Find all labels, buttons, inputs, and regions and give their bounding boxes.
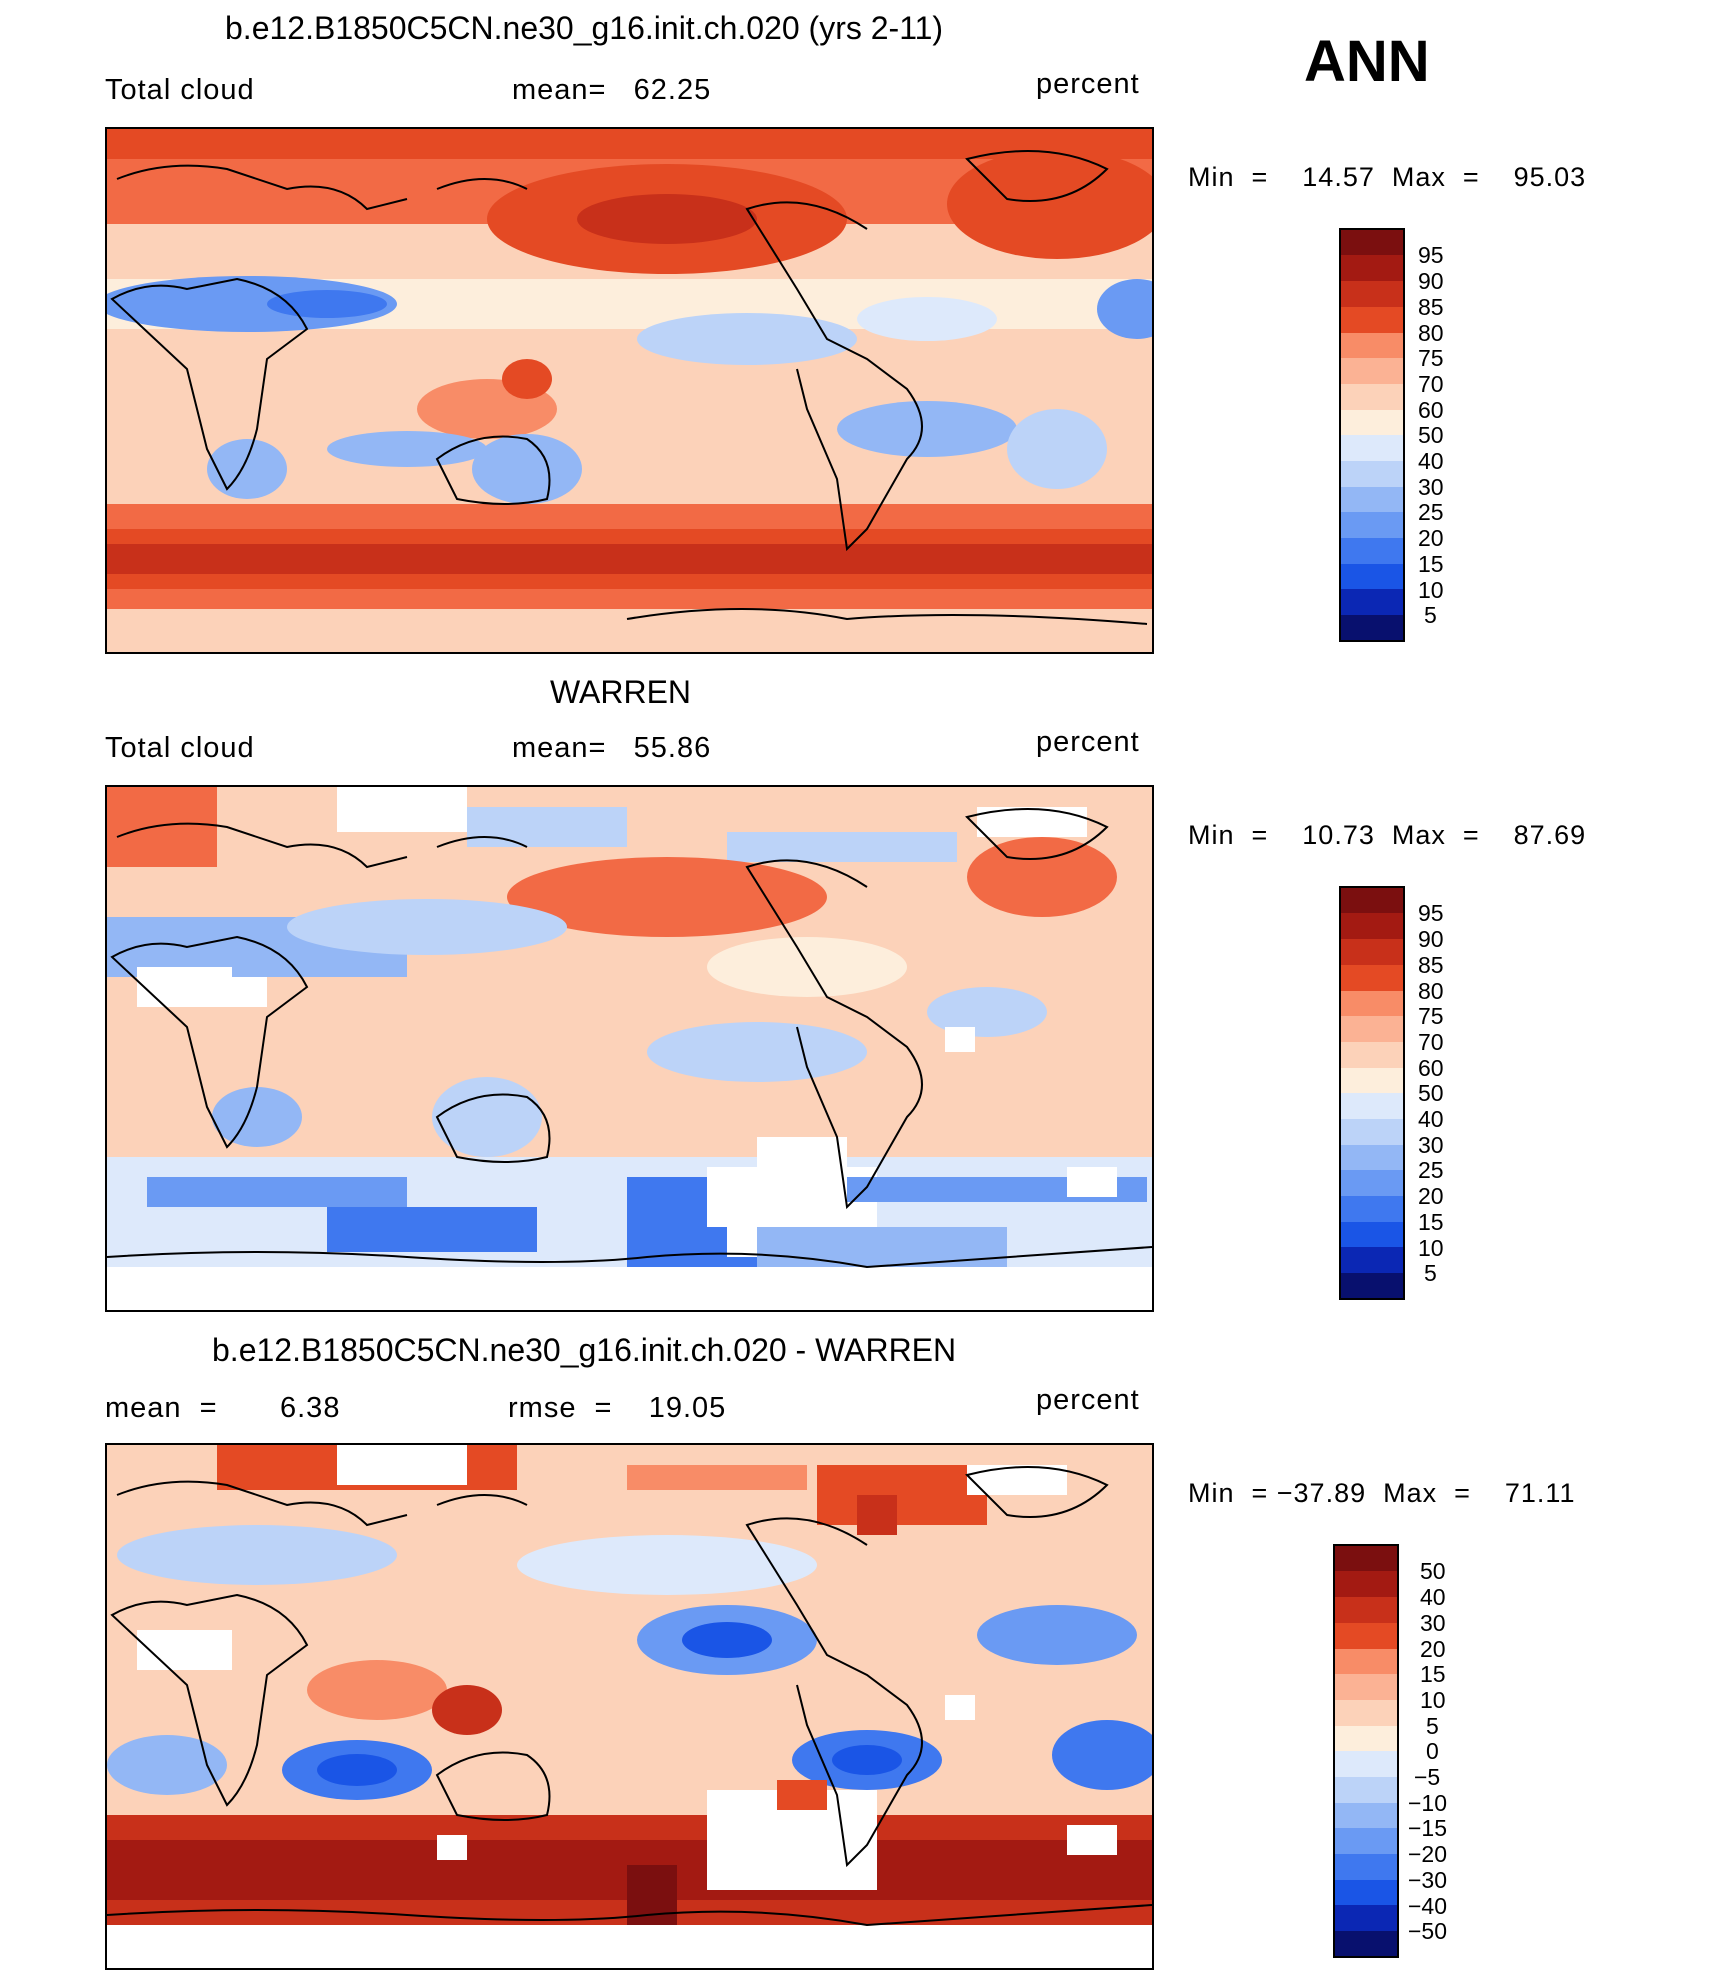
panel-3-mean-value: 6.38: [280, 1392, 341, 1424]
panel-3-colorbar-tick: 20: [1420, 1636, 1446, 1662]
panel-1-colorbar-tick: 80: [1418, 320, 1444, 346]
panel-1-min-max: Min = 14.57 Max = 95.03: [1188, 162, 1587, 192]
panel-2-mean: mean= 55.86: [512, 732, 712, 764]
panel-3-colorbar-tick: −20: [1408, 1841, 1448, 1867]
panel-2-colorbar: [1339, 886, 1405, 1300]
panel-2-colorbar-tick: 80: [1418, 978, 1444, 1004]
season-label: ANN: [1304, 29, 1430, 94]
panel-2-units: percent: [1036, 726, 1140, 758]
panel-1-colorbar: [1339, 228, 1405, 642]
panel-2-colorbar-tick: 20: [1418, 1183, 1444, 1209]
panel-1-colorbar-tick: 20: [1418, 525, 1444, 551]
panel-1-colorbar-tick: 60: [1418, 397, 1444, 423]
panel-1-variable-label: Total cloud: [105, 74, 255, 106]
panel-1-colorbar-tick: 5: [1424, 602, 1437, 628]
panel-2-colorbar-tick: 85: [1418, 952, 1444, 978]
panel-2-colorbar-tick: 5: [1424, 1260, 1437, 1286]
panel-3-colorbar-tick: −50: [1408, 1918, 1448, 1944]
panel-2-colorbar-tick: 75: [1418, 1003, 1444, 1029]
panel-1-colorbar-tick: 50: [1418, 422, 1444, 448]
panel-2-min-max: Min = 10.73 Max = 87.69: [1188, 820, 1587, 850]
panel-1-colorbar-tick: 10: [1418, 577, 1444, 603]
panel-2-colorbar-tick: 60: [1418, 1055, 1444, 1081]
panel-3-colorbar-tick: 10: [1420, 1687, 1446, 1713]
panel-2-colorbar-tick: 25: [1418, 1157, 1444, 1183]
panel-1-colorbar-tick: 95: [1418, 242, 1444, 268]
panel-1-title: b.e12.B1850C5CN.ne30_g16.init.ch.020 (yr…: [225, 10, 944, 46]
difference-field: [107, 1445, 1152, 1968]
panel-1-colorbar-tick: 90: [1418, 268, 1444, 294]
panel-2-variable-label: Total cloud: [105, 732, 255, 764]
panel-2-colorbar-tick: 50: [1418, 1080, 1444, 1106]
obs-total-cloud-field: [107, 787, 1152, 1310]
difference-map: [105, 1443, 1154, 1970]
panel-1-colorbar-tick: 30: [1418, 474, 1444, 500]
panel-1-colorbar-tick: 85: [1418, 294, 1444, 320]
panel-3-colorbar-tick: −30: [1408, 1867, 1448, 1893]
panel-3-colorbar-tick: 5: [1426, 1713, 1439, 1739]
panel-1-colorbar-tick: 15: [1418, 551, 1444, 577]
obs-total-cloud-map: [105, 785, 1154, 1312]
panel-3-colorbar-tick: −5: [1414, 1764, 1441, 1790]
panel-3-units: percent: [1036, 1384, 1140, 1416]
panel-2-colorbar-tick: 95: [1418, 900, 1444, 926]
model-total-cloud-field: [107, 129, 1152, 652]
panel-3-colorbar-tick: −40: [1408, 1893, 1448, 1919]
panel-3-title: b.e12.B1850C5CN.ne30_g16.init.ch.020 - W…: [212, 1332, 957, 1368]
panel-3-colorbar-tick: 0: [1426, 1738, 1439, 1764]
panel-3-mean-label: mean =: [105, 1392, 218, 1424]
panel-3-colorbar-tick: 15: [1420, 1661, 1446, 1687]
panel-2-colorbar-tick: 90: [1418, 926, 1444, 952]
panel-2-colorbar-tick: 10: [1418, 1235, 1444, 1261]
panel-1-colorbar-tick: 75: [1418, 345, 1444, 371]
panel-1-colorbar-tick: 70: [1418, 371, 1444, 397]
panel-2-colorbar-tick: 40: [1418, 1106, 1444, 1132]
model-total-cloud-map: [105, 127, 1154, 654]
panel-1-colorbar-tick: 25: [1418, 499, 1444, 525]
panel-1-mean: mean= 62.25: [512, 74, 712, 106]
panel-2-colorbar-tick: 70: [1418, 1029, 1444, 1055]
panel-2-colorbar-tick: 30: [1418, 1132, 1444, 1158]
panel-1-colorbar-tick: 40: [1418, 448, 1444, 474]
panel-3-colorbar-tick: 30: [1420, 1610, 1446, 1636]
panel-3-colorbar-tick: −10: [1408, 1790, 1448, 1816]
panel-3-colorbar-tick: 40: [1420, 1584, 1446, 1610]
panel-2-colorbar-tick: 15: [1418, 1209, 1444, 1235]
panel-3-colorbar-tick: 50: [1420, 1558, 1446, 1584]
panel-3-colorbar-tick: −15: [1408, 1815, 1448, 1841]
panel-3-colorbar: [1333, 1544, 1399, 1958]
panel-1-units: percent: [1036, 68, 1140, 100]
panel-3-rmse: rmse = 19.05: [508, 1392, 727, 1424]
panel-3-min-max: Min = −37.89 Max = 71.11: [1188, 1478, 1576, 1508]
panel-2-title: WARREN: [550, 674, 692, 710]
